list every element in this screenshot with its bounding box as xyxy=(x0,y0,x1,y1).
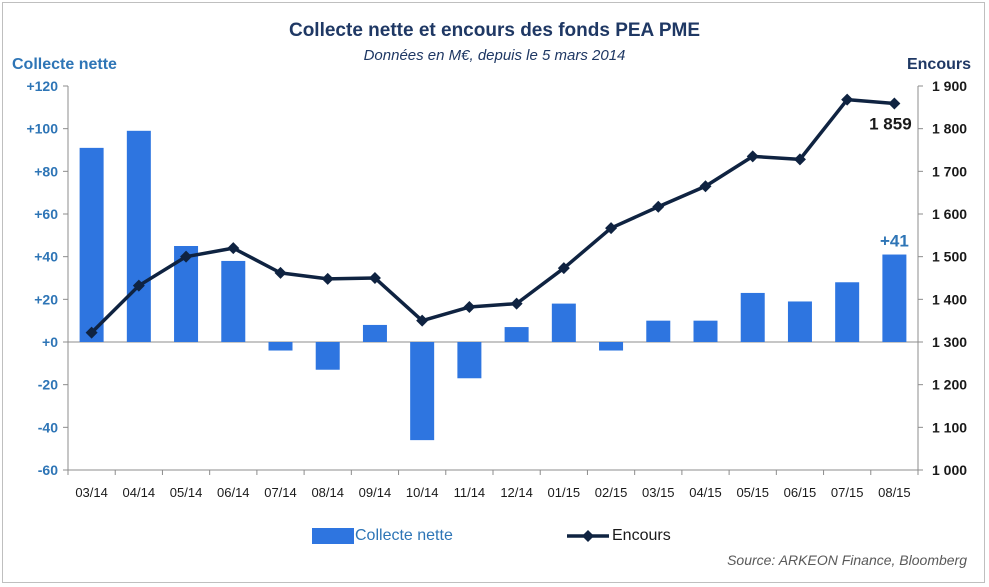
left-tick-label: +40 xyxy=(34,249,58,265)
bar xyxy=(787,301,812,342)
right-tick-label: 1 900 xyxy=(932,78,967,94)
bar xyxy=(551,303,576,342)
encours-marker xyxy=(321,272,334,285)
x-tick-label: 03/15 xyxy=(642,485,675,500)
bar xyxy=(599,342,624,351)
legend-line-label: Encours xyxy=(612,527,671,544)
left-tick-label: -60 xyxy=(38,462,58,478)
left-tick-label: -40 xyxy=(38,419,58,435)
bar xyxy=(315,342,340,370)
encours-marker xyxy=(841,93,854,106)
x-tick-label: 11/14 xyxy=(454,485,486,500)
bar xyxy=(410,342,435,441)
bar xyxy=(646,320,671,342)
chart-title: Collecte nette et encours des fonds PEA … xyxy=(288,20,701,41)
x-tick-label: 03/14 xyxy=(75,485,108,500)
line-data-label: 1 859 xyxy=(869,114,912,133)
x-tick-label: 10/14 xyxy=(406,485,439,500)
encours-marker xyxy=(368,272,381,284)
encours-marker xyxy=(463,301,476,314)
legend-bar-swatch xyxy=(312,528,354,544)
encours-marker xyxy=(746,150,759,163)
x-tick-label: 05/15 xyxy=(736,485,769,500)
encours-marker xyxy=(227,242,240,255)
encours-marker xyxy=(888,97,901,110)
left-tick-label: +20 xyxy=(34,291,58,307)
left-tick-label: +100 xyxy=(26,121,58,137)
x-tick-label: 02/15 xyxy=(595,485,628,500)
encours-marker xyxy=(605,222,618,235)
x-tick-label: 01/15 xyxy=(548,485,581,500)
bar xyxy=(268,342,293,351)
bar xyxy=(882,254,907,342)
bar xyxy=(79,147,104,342)
encours-marker xyxy=(180,250,193,263)
left-tick-label: +120 xyxy=(26,78,58,94)
x-tick-label: 08/15 xyxy=(878,485,911,500)
right-tick-label: 1 200 xyxy=(932,377,967,393)
encours-marker xyxy=(416,314,429,327)
left-tick-label: -20 xyxy=(38,377,58,393)
left-tick-label: +0 xyxy=(42,334,58,350)
encours-marker xyxy=(85,326,98,339)
bar xyxy=(221,260,246,342)
x-tick-label: 04/15 xyxy=(689,485,722,500)
encours-marker xyxy=(793,153,806,166)
x-tick-label: 12/14 xyxy=(500,485,533,500)
right-tick-label: 1 700 xyxy=(932,163,967,179)
encours-marker xyxy=(557,262,570,275)
x-tick-label: 06/14 xyxy=(217,485,250,500)
right-tick-label: 1 800 xyxy=(932,121,967,137)
x-tick-label: 08/14 xyxy=(311,485,344,500)
chart-subtitle: Données en M€, depuis le 5 mars 2014 xyxy=(363,47,626,64)
right-tick-label: 1 100 xyxy=(932,419,967,435)
right-tick-label: 1 500 xyxy=(932,249,967,265)
right-axis-label: Encours xyxy=(906,56,971,73)
right-tick-label: 1 400 xyxy=(932,291,967,307)
bar xyxy=(457,342,482,379)
x-tick-label: 05/14 xyxy=(170,485,203,500)
legend-line-marker xyxy=(582,530,594,542)
encours-marker xyxy=(699,180,712,193)
encours-marker xyxy=(652,200,665,213)
bar xyxy=(504,327,529,342)
bar xyxy=(126,130,151,342)
bar xyxy=(835,282,860,342)
x-tick-label: 07/15 xyxy=(831,485,864,500)
x-tick-label: 04/14 xyxy=(123,485,156,500)
encours-line xyxy=(90,97,895,334)
right-tick-label: 1 000 xyxy=(932,462,967,478)
encours-marker xyxy=(510,297,523,310)
bar-data-label: +41 xyxy=(880,232,909,251)
legend-bar-label: Collecte nette xyxy=(355,527,453,544)
encours-marker xyxy=(274,266,287,279)
x-tick-label: 07/14 xyxy=(264,485,297,500)
encours-marker xyxy=(132,279,145,292)
bar xyxy=(362,324,387,342)
left-tick-label: +80 xyxy=(34,163,58,179)
right-tick-label: 1 300 xyxy=(932,334,967,350)
x-tick-label: 06/15 xyxy=(784,485,817,500)
bar xyxy=(693,320,718,342)
right-tick-label: 1 600 xyxy=(932,206,967,222)
source-note: Source: ARKEON Finance, Bloomberg xyxy=(727,552,967,568)
bar xyxy=(740,292,765,342)
left-axis-label: Collecte nette xyxy=(12,56,117,73)
x-tick-label: 09/14 xyxy=(359,485,392,500)
left-tick-label: +60 xyxy=(34,206,58,222)
